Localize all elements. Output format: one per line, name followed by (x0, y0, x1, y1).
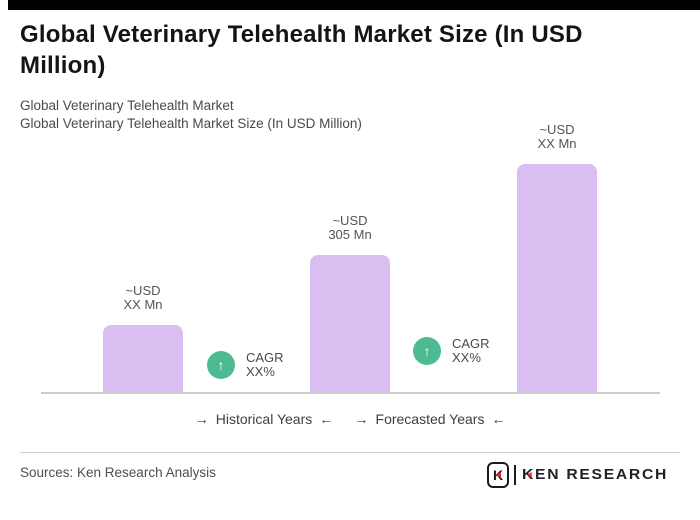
cagr-label: CAGR XX% (452, 336, 490, 365)
subtitle-block: Global Veterinary Telehealth Market Glob… (20, 97, 640, 133)
bar-historical-start: ~USD XX Mn (103, 284, 183, 393)
footer-divider (20, 452, 680, 453)
ken-research-logo: K K EN RESEARCH (487, 461, 666, 488)
logo-separator (514, 464, 516, 485)
subtitle-line-2: Global Veterinary Telehealth Market Size… (20, 116, 362, 131)
growth-up-arrow-icon: ↑ (413, 337, 441, 365)
subtitle-line-1: Global Veterinary Telehealth Market (20, 98, 234, 113)
red-triangle-icon (527, 471, 532, 478)
bar-value-label: ~USD XX Mn (537, 122, 577, 151)
cagr-badge-historical: ↑ CAGR XX% (207, 351, 284, 379)
page-title: Global Veterinary Telehealth Market Size… (20, 21, 583, 79)
bar-value-label: ~USD 305 Mn (328, 213, 372, 242)
bar-forecasted: ~USD XX Mn (517, 123, 597, 393)
cagr-label: CAGR XX% (246, 350, 284, 379)
top-black-bar (8, 0, 700, 10)
ken-research-mark-icon: K (487, 461, 509, 488)
left-arrow-icon: ← (319, 410, 334, 427)
bar-historical-end: ~USD 305 Mn (310, 214, 390, 393)
sources-text: Sources: Ken Research Analysis (20, 465, 216, 480)
bar-value-label: ~USD XX Mn (123, 283, 163, 312)
axis-group-historical: → Historical Years ← (164, 410, 364, 427)
axis-group-label: Forecasted Years (375, 410, 485, 427)
cagr-badge-forecasted: ↑ CAGR XX% (413, 337, 490, 365)
growth-up-arrow-icon: ↑ (207, 351, 235, 379)
x-axis-baseline (41, 392, 660, 394)
left-arrow-icon: ← (491, 410, 506, 427)
right-arrow-icon: → (194, 410, 209, 427)
axis-group-label: Historical Years (215, 410, 313, 427)
logo-wordmark: K EN RESEARCH (522, 466, 669, 483)
axis-group-forecasted: → Forecasted Years ← (330, 410, 530, 427)
red-triangle-icon (496, 471, 501, 478)
right-arrow-icon: → (354, 410, 369, 427)
